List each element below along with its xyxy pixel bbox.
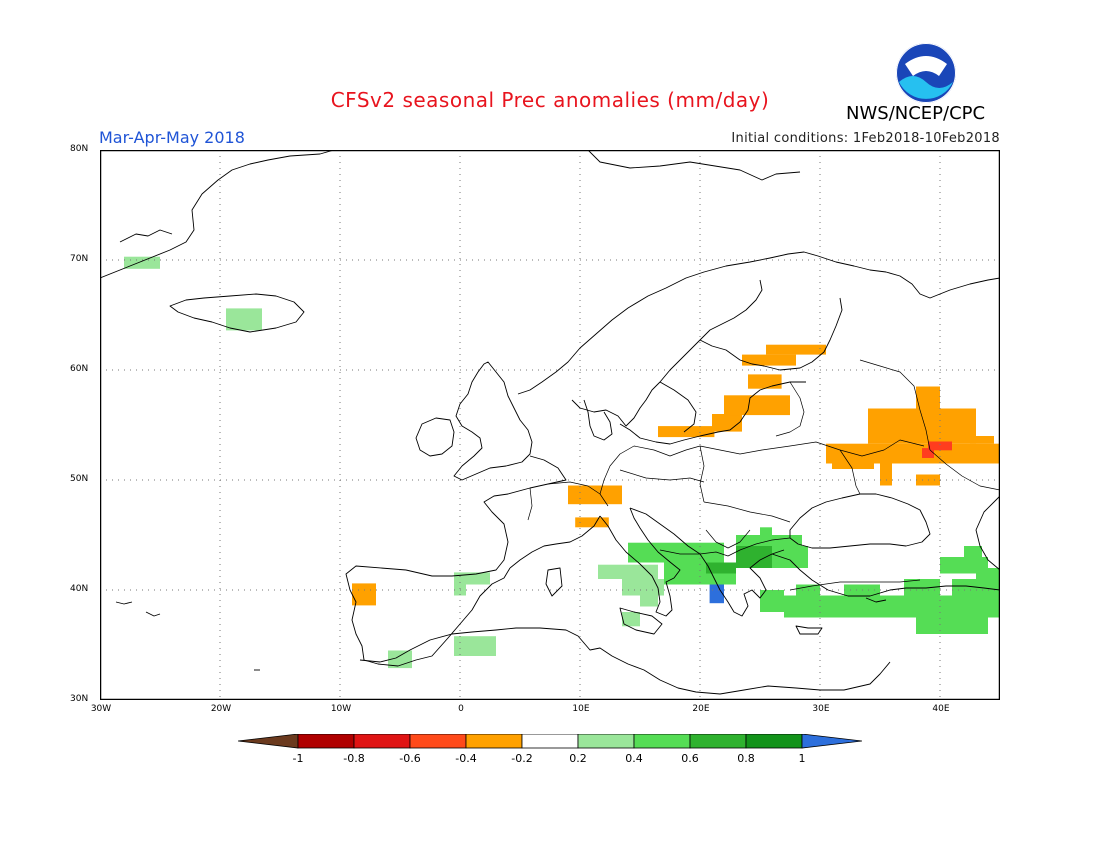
lat-tick-label: 50N: [70, 474, 89, 484]
anomaly-cell: [226, 308, 262, 331]
lat-tick-label: 40N: [70, 584, 89, 594]
colorbar-label: -0.4: [455, 752, 476, 765]
anomaly-cell: [748, 374, 782, 389]
colorbar-max-arrow: [801, 734, 862, 749]
coastlines: [100, 150, 1000, 695]
lat-tick-label: 60N: [70, 364, 89, 374]
colorbar-swatch: [745, 734, 803, 749]
anomaly-cell: [622, 579, 664, 596]
anomaly-cell: [928, 441, 952, 451]
anomaly-cell: [880, 463, 892, 486]
colorbar-label: 0.4: [625, 752, 643, 765]
anomaly-cell: [568, 485, 622, 505]
noaa-logo-icon: [896, 43, 956, 103]
chart-title: CFSv2 seasonal Prec anomalies (mm/day): [330, 88, 770, 112]
anomaly-cell: [916, 617, 988, 634]
colorbar-swatch: [577, 734, 635, 749]
colorbar-swatch: [353, 734, 411, 749]
anomaly-cell: [784, 595, 1000, 618]
anomaly-cell: [940, 408, 970, 420]
anomaly-cell: [976, 568, 1000, 585]
anomaly-cell: [352, 583, 376, 606]
lon-tick-label: 30W: [90, 704, 112, 714]
lon-tick-label: 30E: [812, 704, 830, 714]
anomaly-cell: [709, 584, 724, 604]
colorbar-swatch: [633, 734, 691, 749]
anomaly-cell: [742, 354, 796, 366]
colorbar-label: 1: [799, 752, 806, 765]
anomaly-cell: [760, 527, 772, 535]
anomaly-cell: [832, 463, 874, 469]
anomaly-cell: [706, 562, 736, 574]
anomaly-cell: [124, 256, 160, 269]
anomaly-cell: [826, 443, 1000, 464]
colorbar-swatch: [409, 734, 467, 749]
lat-tick-label: 70N: [70, 254, 89, 264]
colorbar-label: -0.6: [399, 752, 420, 765]
colorbar-label: 0.6: [681, 752, 699, 765]
anomaly-cell: [598, 564, 658, 579]
anomaly-cell: [640, 595, 658, 607]
colorbar-label: 0.8: [737, 752, 755, 765]
colorbar-swatch: [465, 734, 523, 749]
colorbar-swatch: [689, 734, 747, 749]
anomaly-cell: [454, 636, 496, 656]
anomaly-cell: [760, 590, 784, 612]
anomaly-cell: [766, 344, 826, 355]
anomaly-cell: [712, 414, 742, 432]
anomaly-cell: [916, 386, 940, 409]
colorbar-label: -0.8: [343, 752, 364, 765]
lon-tick-label: 40E: [932, 704, 950, 714]
anomaly-cell: [796, 584, 820, 601]
lon-tick-label: 10E: [572, 704, 590, 714]
colorbar-label: -1: [293, 752, 304, 765]
lon-tick-label: 20W: [210, 704, 232, 714]
lat-tick-label: 30N: [70, 694, 89, 704]
anomaly-cell: [922, 448, 934, 458]
colorbar-label: 0.2: [569, 752, 587, 765]
colorbar-label: -0.2: [511, 752, 532, 765]
anomaly-cell: [904, 579, 940, 596]
lat-tick-label: 80N: [70, 144, 89, 154]
anomaly-cell: [622, 612, 640, 627]
anomaly-cell: [724, 395, 790, 416]
initial-conditions: Initial conditions: 1Feb2018-10Feb2018: [731, 131, 1000, 146]
anomaly-cell: [658, 426, 715, 438]
colorbar-min-arrow: [238, 734, 299, 749]
anomaly-cell: [628, 542, 724, 563]
forecast-period: Mar-Apr-May 2018: [99, 128, 245, 147]
lon-tick-label: 10W: [330, 704, 352, 714]
colorbar-swatch: [521, 734, 579, 749]
anomaly-cell: [575, 517, 609, 528]
europe-precip-anomaly-map: [100, 150, 1000, 700]
lon-tick-label: 0: [458, 704, 464, 714]
anomaly-cell: [736, 546, 772, 568]
lon-tick-label: 20E: [692, 704, 710, 714]
anomaly-cell: [970, 436, 994, 444]
colorbar: -1 -0.8 -0.6 -0.4 -0.2 0.2 0.4 0.6 0.8 1: [238, 734, 862, 765]
anomaly-cell: [964, 546, 982, 557]
agency-label: NWS/NCEP/CPC: [846, 103, 986, 124]
colorbar-swatch: [297, 734, 355, 749]
